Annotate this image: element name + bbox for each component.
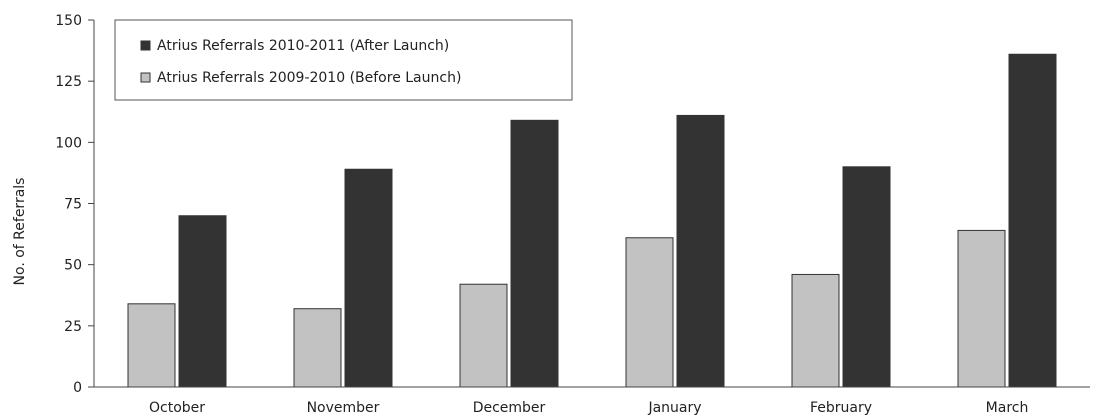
y-axis-title: No. of Referrals	[12, 178, 28, 286]
y-tick-label: 75	[64, 197, 82, 213]
bar-before-launch	[791, 273, 840, 388]
bars-layer	[127, 53, 1057, 388]
legend-label: Atrius Referrals 2010-2011 (After Launch…	[157, 38, 449, 54]
legend-swatch	[140, 40, 151, 51]
x-tick-labels: October November December January February Ma…	[149, 400, 1028, 416]
y-tick-label: 25	[64, 319, 82, 335]
bar-after-launch	[178, 215, 227, 388]
x-tick-label: December	[473, 400, 546, 416]
y-tick-label: 150	[55, 13, 82, 29]
x-tick-label: November	[307, 400, 380, 416]
bar-after-launch	[1008, 53, 1057, 388]
bar-before-launch	[459, 283, 508, 388]
bar-before-launch	[957, 229, 1006, 388]
bar-before-launch	[127, 303, 176, 388]
y-tick-label: 0	[73, 380, 82, 396]
x-tick-label: March	[986, 400, 1029, 416]
legend-swatch	[140, 72, 151, 83]
legend-label: Atrius Referrals 2009-2010 (Before Launc…	[157, 70, 461, 86]
y-tick-label: 50	[64, 258, 82, 274]
y-tick-label: 100	[55, 135, 82, 151]
bar-after-launch	[510, 119, 559, 388]
x-tick-label: October	[149, 400, 205, 416]
legend-box	[114, 19, 573, 101]
bar-before-launch	[293, 308, 342, 388]
y-ticks: 0 25 50 75 100 125 150	[55, 13, 94, 396]
y-tick-label: 125	[55, 74, 82, 90]
bar-before-launch	[625, 237, 674, 388]
x-tick-label: January	[647, 400, 701, 416]
legend: Atrius Referrals 2010-2011 (After Launch…	[114, 19, 573, 101]
bar-after-launch	[842, 166, 891, 388]
bar-after-launch	[344, 168, 393, 388]
bar-after-launch	[676, 114, 725, 388]
x-tick-label: February	[810, 400, 872, 416]
